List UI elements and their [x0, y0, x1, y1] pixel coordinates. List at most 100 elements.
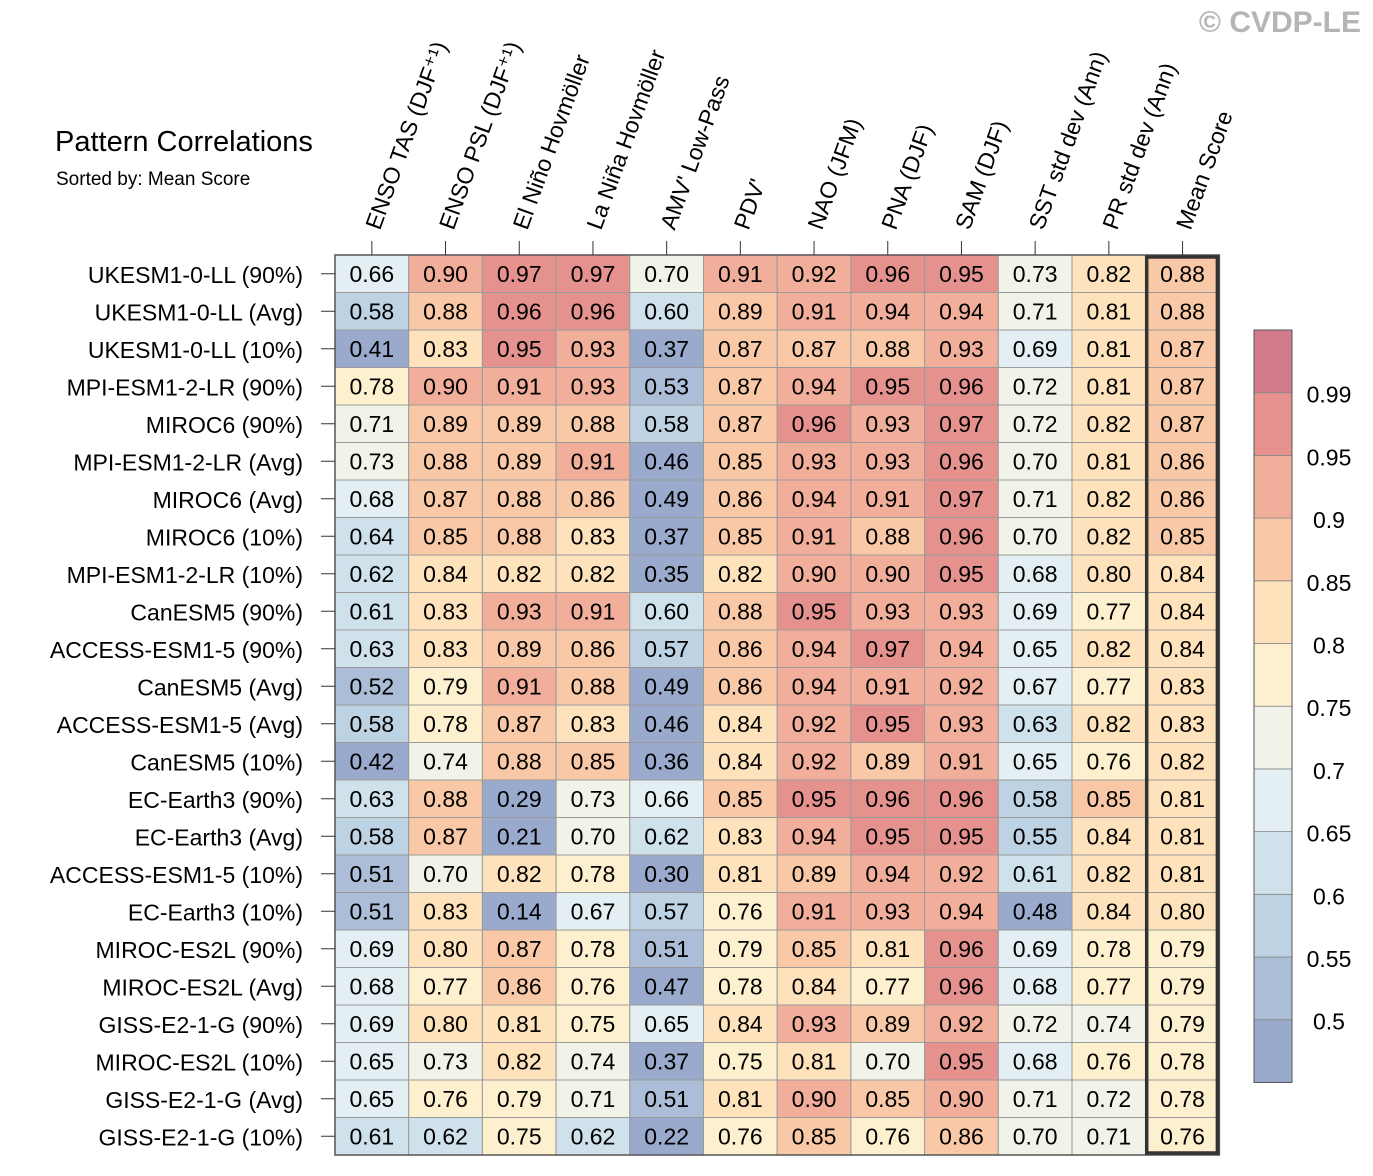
cell-value-label: 0.88 [718, 598, 763, 624]
cell-value-label: 0.93 [939, 598, 984, 624]
cell-value-label: 0.95 [792, 786, 837, 812]
cell-value-label: 0.75 [571, 1011, 616, 1037]
colorbar-tick-label: 0.8 [1313, 633, 1345, 659]
heatmap-cell [1071, 292, 1147, 331]
cell-value-label: 0.75 [718, 1048, 763, 1074]
heatmap-cell [555, 554, 631, 593]
heatmap-cell [481, 367, 557, 406]
heatmap-cell [334, 442, 410, 481]
cell-value-label: 0.97 [865, 636, 910, 662]
cell-value-label: 0.88 [497, 748, 542, 774]
cell-value-label: 0.94 [792, 373, 837, 399]
cell-value-label: 0.81 [718, 1086, 763, 1112]
cell-value-label: 0.37 [644, 523, 689, 549]
heatmap-cell [850, 592, 926, 631]
cell-value-label: 0.86 [1160, 486, 1205, 512]
colorbar-segment [1253, 643, 1293, 707]
heatmap-cell [555, 967, 631, 1006]
colorbar-tick-label: 0.6 [1313, 883, 1345, 909]
heatmap-cell [481, 779, 557, 818]
heatmap-cell [776, 704, 852, 743]
cell-value-label: 0.84 [792, 973, 837, 999]
heatmap-cell [997, 329, 1073, 368]
cell-value-label: 0.82 [497, 861, 542, 887]
cell-value-label: 0.87 [718, 336, 763, 362]
cell-value-label: 0.83 [1160, 673, 1205, 699]
column-label: PR std dev (Ann) [1097, 59, 1181, 232]
cell-value-label: 0.84 [718, 748, 763, 774]
cell-value-label: 0.88 [571, 673, 616, 699]
cell-value-label: 0.82 [497, 1048, 542, 1074]
cell-value-label: 0.65 [1013, 636, 1058, 662]
heatmap-cell [408, 629, 483, 668]
heatmap-cell [924, 292, 999, 331]
cell-value-label: 0.81 [718, 861, 763, 887]
heatmap-cell [997, 742, 1073, 781]
heatmap-cell [703, 517, 778, 556]
row-label: MPI-ESM1-2-LR (90%) [67, 374, 303, 400]
heatmap-cell [629, 404, 704, 443]
cell-value-label: 0.91 [497, 373, 542, 399]
heatmap-cell [997, 517, 1073, 556]
cell-value-label: 0.57 [644, 898, 689, 924]
cell-value-label: 0.81 [1160, 786, 1205, 812]
cell-value-label: 0.96 [939, 936, 984, 962]
heatmap-cell [555, 779, 631, 818]
cell-value-label: 0.22 [644, 1123, 689, 1149]
colorbar-tick-label: 0.85 [1307, 570, 1352, 596]
column-label: SST std dev (Ann) [1023, 48, 1112, 233]
heatmap-cell [924, 1117, 999, 1156]
heatmap-cell [334, 854, 410, 893]
heatmap-cell [924, 854, 999, 893]
heatmap-cell [408, 1117, 483, 1156]
cell-value-label: 0.85 [718, 786, 763, 812]
heatmap-cell [408, 592, 483, 631]
cell-value-label: 0.75 [497, 1123, 542, 1149]
cell-value-label: 0.95 [939, 1048, 984, 1074]
heatmap-cell [629, 554, 704, 593]
cell-value-label: 0.95 [792, 598, 837, 624]
cell-value-label: 0.71 [1013, 298, 1058, 324]
cell-value-label: 0.91 [571, 598, 616, 624]
heatmap-cell [629, 479, 704, 518]
cell-value-label: 0.73 [571, 786, 616, 812]
cell-value-label: 0.51 [349, 861, 394, 887]
cell-value-label: 0.84 [718, 1011, 763, 1037]
cell-value-label: 0.58 [1013, 786, 1058, 812]
heatmap-cell [1071, 667, 1147, 706]
cell-value-label: 0.83 [571, 711, 616, 737]
cell-value-label: 0.83 [423, 636, 468, 662]
cell-value-label: 0.82 [718, 561, 763, 587]
cell-value-label: 0.91 [792, 298, 837, 324]
cell-value-label: 0.70 [1013, 448, 1058, 474]
cell-value-label: 0.88 [1160, 261, 1205, 287]
cell-value-label: 0.29 [497, 786, 542, 812]
colorbar-segment [1253, 1019, 1293, 1083]
cell-value-label: 0.70 [1013, 523, 1058, 549]
row-label: MIROC-ES2L (10%) [96, 1049, 303, 1075]
heatmap-cell [850, 1004, 926, 1043]
cell-value-label: 0.82 [1086, 636, 1131, 662]
heatmap-cell [703, 292, 778, 331]
cell-value-label: 0.73 [1013, 261, 1058, 287]
heatmap-cell [555, 817, 631, 856]
cell-value-label: 0.91 [718, 261, 763, 287]
cell-value-label: 0.65 [349, 1048, 394, 1074]
heatmap-cell [776, 629, 852, 668]
heatmap-cell [408, 479, 483, 518]
cell-value-label: 0.82 [1086, 861, 1131, 887]
heatmap-cell [997, 442, 1073, 481]
heatmap-cell [555, 479, 631, 518]
row-label: MIROC-ES2L (90%) [96, 937, 303, 963]
cell-value-label: 0.78 [1160, 1086, 1205, 1112]
cell-value-label: 0.83 [423, 898, 468, 924]
row-label: ACCESS-ESM1-5 (Avg) [57, 712, 303, 738]
cell-value-label: 0.61 [349, 1123, 394, 1149]
heatmap-cell [481, 592, 557, 631]
cell-value-label: 0.37 [644, 336, 689, 362]
colorbar-tick-label: 0.7 [1313, 758, 1345, 784]
cell-value-label: 0.82 [571, 561, 616, 587]
cell-value-label: 0.90 [792, 1086, 837, 1112]
cell-value-label: 0.21 [497, 823, 542, 849]
cell-value-label: 0.81 [497, 1011, 542, 1037]
